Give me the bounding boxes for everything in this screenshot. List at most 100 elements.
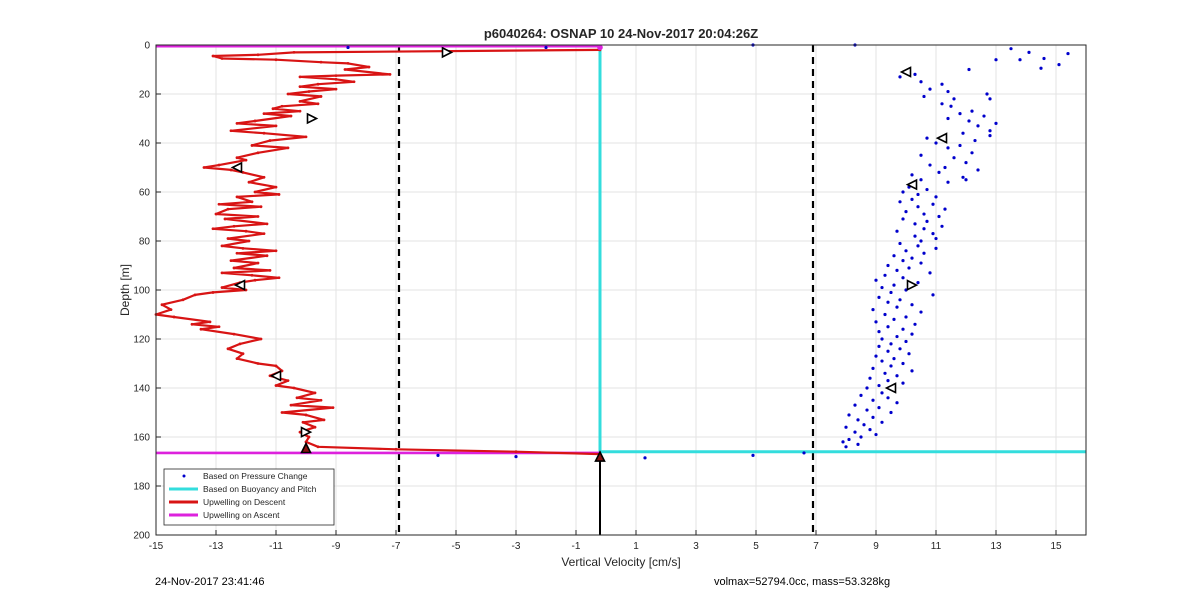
descent-series-point [169,308,173,311]
pressure-change-point [916,244,920,248]
pressure-change-point [901,190,905,194]
descent-series-point [202,166,206,169]
pressure-change-point [892,283,896,287]
pressure-change-point [862,423,866,427]
pressure-change-point [895,374,899,378]
pressure-change-point [967,119,971,123]
pressure-change-point [949,104,953,108]
pressure-change-point [892,254,896,258]
pressure-change-point [904,339,908,344]
pressure-change-point [958,143,962,148]
pressure-change-point [856,418,860,422]
pressure-change-point [901,276,905,280]
y-tick-label: 180 [133,482,150,493]
x-tick-label: -7 [392,541,401,552]
pressure-change-point [919,178,923,182]
pressure-change-point [1066,51,1070,56]
descent-series-point [280,104,284,108]
pressure-change-point [940,224,944,228]
pressure-change-point [886,300,890,304]
descent-series-point [244,229,248,233]
pressure-change-point [922,251,926,255]
descent-series-point [250,144,254,147]
pressure-change-point [346,45,350,50]
x-tick-label: -15 [149,541,164,552]
pressure-change-point [988,134,992,138]
pressure-change-point [847,437,851,442]
descent-series-point [256,215,260,218]
descent-series-point [367,65,371,69]
pressure-change-point [1018,58,1022,62]
descent-series-point [256,151,260,155]
descent-series-point [172,315,176,319]
pressure-change-point [994,58,998,62]
pressure-change-point [913,222,917,226]
pressure-change-point [931,232,935,236]
x-tick-label: -5 [452,541,461,552]
y-tick-label: 160 [133,433,150,444]
descent-series-point [265,254,269,258]
pressure-change-point [970,151,974,155]
descent-series-point [220,57,224,60]
descent-series-point [301,420,305,424]
pressure-change-point [937,170,941,174]
descent-series-point [316,445,320,449]
descent-series-point [244,158,248,162]
descent-series-point [241,352,245,356]
descent-triangle-marker [269,370,282,382]
pressure-change-point [940,102,944,106]
pressure-change-point [886,263,890,268]
descent-series-point [226,207,230,211]
pressure-change-point [895,305,899,309]
descent-series-point [235,122,239,125]
pressure-change-point [886,349,890,353]
descent-series-point [226,347,230,351]
pressure-change-point [877,406,881,410]
pressure-change-point [904,210,908,214]
pressure-change-point [874,354,878,358]
pressure-change-point [910,197,914,201]
pressure-change-point [901,381,905,385]
legend-label-buoyancy: Based on Buoyancy and Pitch [203,484,317,494]
descent-series-point [322,418,326,422]
pressure-change-point [940,82,944,86]
pressure-change-point [880,420,884,424]
y-tick-label: 80 [139,237,151,248]
y-tick-label: 0 [144,41,150,52]
descent-triangle-marker [300,441,312,454]
x-axis-label: Vertical Velocity [cm/s] [561,555,680,569]
pressure-change-point [853,403,857,407]
pressure-change-point [1009,47,1013,51]
descent-series-point [289,114,293,118]
x-tick-label: 15 [1050,541,1062,552]
descent-series-line [154,48,601,456]
pressure-change-point [883,273,887,277]
pressure-change-point [934,141,938,145]
y-tick-label: 100 [133,286,150,297]
legend-swatch-pressure [182,474,186,478]
pressure-change-point [910,256,914,260]
pressure-change-point [934,236,938,241]
descent-series-point [292,50,296,54]
pressure-change-point [901,327,905,331]
pressure-change-point [1027,50,1031,54]
descent-series-point [286,92,290,96]
pressure-change-point [934,246,938,250]
descent-series-point [280,411,284,414]
pressure-change-point [910,332,914,336]
pressure-triangle-marker [899,66,912,78]
pressure-change-point [904,249,908,253]
pressure-change-point [886,379,890,383]
descent-series-point [304,413,308,417]
pressure-change-point [928,87,932,91]
descent-series-point [217,325,221,329]
pressure-change-point [880,285,884,290]
pressure-change-point [877,330,881,334]
descent-series-point [226,237,230,240]
descent-series-point [274,384,278,387]
chart-title: p6040264: OSNAP 10 24-Nov-2017 20:04:26Z [484,26,758,41]
descent-series-point [319,398,323,402]
pressure-change-point [946,180,950,184]
pressure-change-point [856,442,860,446]
pressure-change-point [514,455,518,459]
